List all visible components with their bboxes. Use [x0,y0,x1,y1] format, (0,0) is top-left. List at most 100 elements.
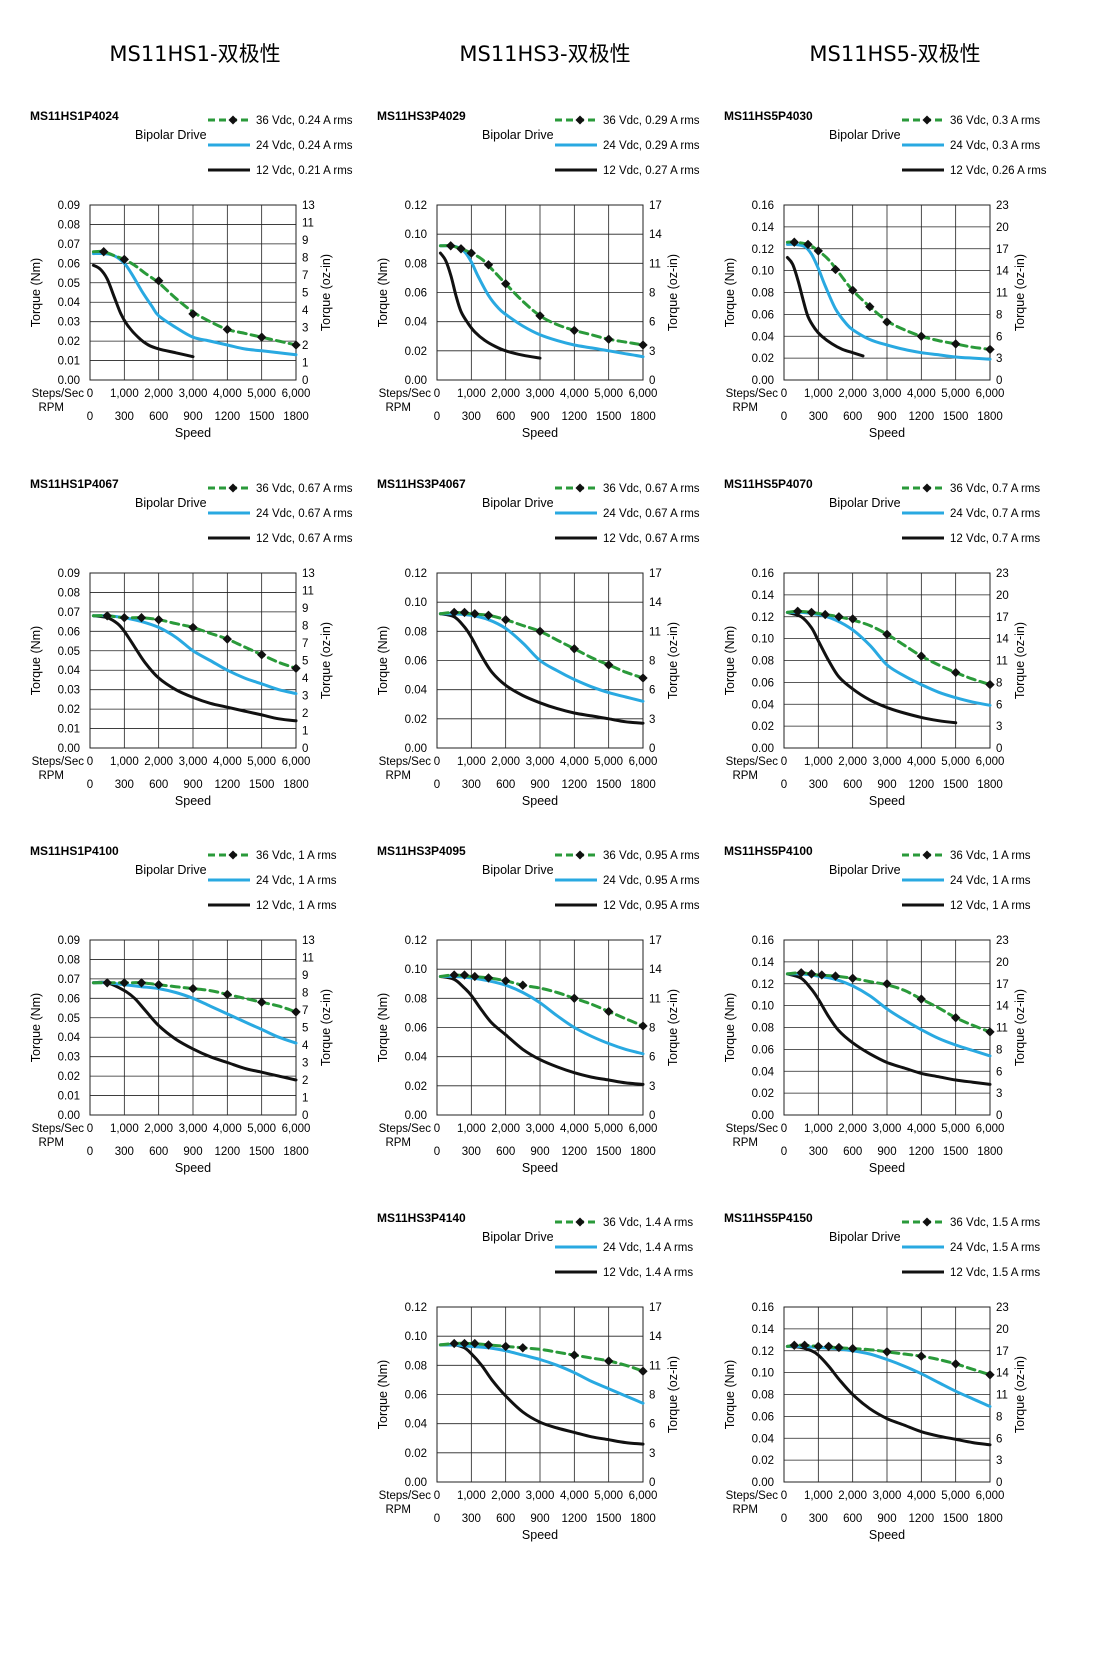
data-point-marker [222,324,232,335]
x-axis-label: Speed [869,1161,905,1175]
x-tick-rpm: 0 [434,779,440,791]
chart-svg: MS11HS3P4140 Bipolar Drive 36 Vdc, 1.4 A r… [376,1211,693,1542]
x-tick-steps: 6,000 [976,1123,1005,1135]
x-tick-rpm: 1500 [596,1513,622,1525]
y2-tick-label: 8 [649,1390,655,1402]
x-tick-steps: 6,000 [629,388,658,400]
chart-svg: MS11HS1P4100 Bipolar Drive 36 Vdc, 1 A rms… [29,844,337,1175]
y-tick-label: 0.08 [752,1023,774,1035]
legend-label-v12: 12 Vdc, 0.95 A rms [603,900,700,912]
legend-label-v24: 24 Vdc, 1.5 A rms [950,1242,1040,1254]
data-point-marker [806,607,817,618]
x-tick-steps: 4,000 [213,388,242,400]
legend-label-v12: 12 Vdc, 0.7 A rms [950,533,1040,545]
y2-tick-label: 3 [996,353,1002,365]
y-axis-label-ozin: Torque (oz-in) [666,622,680,699]
y-axis-label-ozin: Torque (oz-in) [1013,1356,1027,1433]
y-axis-label-nm: Torque (Nm) [29,258,43,327]
x-tick-rpm: 900 [530,1513,549,1525]
rpm-label: RPM [385,402,411,414]
chart-title: MS11HS5P4030 [724,109,813,123]
legend-label-v12: 12 Vdc, 0.21 A rms [256,165,353,177]
y2-tick-label: 14 [996,266,1009,278]
x-tick-steps: 4,000 [907,388,936,400]
x-tick-rpm: 600 [843,779,862,791]
x-tick-rpm: 1500 [596,1146,622,1158]
y-tick-label: 0.02 [405,1081,427,1093]
y2-tick-label: 0 [996,1110,1002,1122]
x-tick-rpm: 1200 [562,779,588,791]
data-point-marker [604,1006,614,1017]
legend-label-v12: 12 Vdc, 1 A rms [256,900,337,912]
x-tick-steps: 4,000 [213,1123,242,1135]
x-tick-rpm: 1500 [943,411,969,423]
data-point-marker [916,1351,926,1361]
y2-tick-label: 17 [996,1346,1009,1358]
x-axis-label: Speed [522,1161,558,1175]
y-tick-label: 0.06 [58,258,80,270]
y2-tick-label: 0 [302,743,308,755]
data-point-marker [470,971,480,982]
data-point-marker [518,980,528,990]
y2-tick-label: 7 [302,1005,308,1017]
y-tick-label: 0.12 [752,244,774,256]
y-tick-label: 0.09 [58,568,80,580]
x-tick-steps: 0 [434,388,440,400]
x-tick-rpm: 900 [877,411,896,423]
y-tick-label: 0.03 [58,317,80,329]
y-tick-label: 0.12 [752,612,774,624]
torque-chart-MS11HS5P4030: MS11HS5P4030 Bipolar Drive 36 Vdc, 0.3 A r… [723,109,1064,455]
y-tick-label: 0.00 [752,743,774,755]
x-tick-steps: 5,000 [941,388,970,400]
data-point-marker [188,622,198,633]
y-tick-label: 0.02 [58,336,80,348]
y-tick-label: 0.08 [752,1390,774,1402]
x-tick-steps: 1,000 [457,1490,486,1502]
y-tick-label: 0.08 [405,258,427,270]
x-tick-rpm: 1800 [630,411,656,423]
y2-tick-label: 1 [302,726,308,738]
steps-per-sec-label: Steps/Sec [379,388,432,400]
legend-label-v12: 12 Vdc, 1.5 A rms [950,1267,1040,1279]
steps-per-sec-label: Steps/Sec [32,388,85,400]
torque-chart-MS11HS5P4070: MS11HS5P4070 Bipolar Drive 36 Vdc, 0.7 A r… [723,477,1064,823]
x-tick-rpm: 1500 [943,1146,969,1158]
x-tick-steps: 5,000 [594,388,623,400]
y2-tick-label: 20 [996,1324,1009,1336]
y-tick-label: 0.02 [58,1071,80,1083]
y2-tick-label: 5 [302,656,308,668]
bipolar-drive-label: Bipolar Drive [135,128,207,142]
legend-label-v36: 36 Vdc, 0.67 A rms [603,483,700,495]
y2-tick-label: 20 [996,590,1009,602]
x-tick-steps: 1,000 [804,1490,833,1502]
data-point-marker [569,1350,579,1360]
series-line-v12 [785,972,992,1086]
series-line-v24 [785,610,992,707]
x-tick-steps: 1,000 [804,388,833,400]
x-tick-rpm: 900 [530,411,549,423]
bipolar-drive-label: Bipolar Drive [482,496,554,510]
y2-tick-label: 0 [302,375,308,387]
x-tick-steps: 1,000 [457,1123,486,1135]
legend-label-v24: 24 Vdc, 1 A rms [950,875,1031,887]
y-tick-label: 0.06 [752,1411,774,1423]
y2-tick-label: 17 [996,244,1009,256]
y2-tick-label: 11 [996,1390,1008,1402]
y-tick-label: 0.16 [752,935,774,947]
bipolar-drive-label: Bipolar Drive [829,1230,901,1244]
x-tick-steps: 3,000 [526,388,555,400]
x-tick-steps: 4,000 [560,1123,589,1135]
x-axis-label: Speed [869,794,905,808]
y-tick-label: 0.02 [58,704,80,716]
x-tick-rpm: 900 [530,1146,549,1158]
y2-tick-label: 3 [302,691,308,703]
legend-label-v24: 24 Vdc, 1.4 A rms [603,1242,693,1254]
y-axis-label-ozin: Torque (oz-in) [1013,622,1027,699]
y-tick-label: 0.00 [752,1477,774,1489]
x-tick-steps: 1,000 [457,388,486,400]
y2-tick-label: 20 [996,957,1009,969]
rpm-label: RPM [385,1137,411,1149]
legend-label-v36: 36 Vdc, 0.95 A rms [603,850,700,862]
y-tick-label: 0.06 [405,1023,427,1035]
y-tick-label: 0.06 [752,309,774,321]
